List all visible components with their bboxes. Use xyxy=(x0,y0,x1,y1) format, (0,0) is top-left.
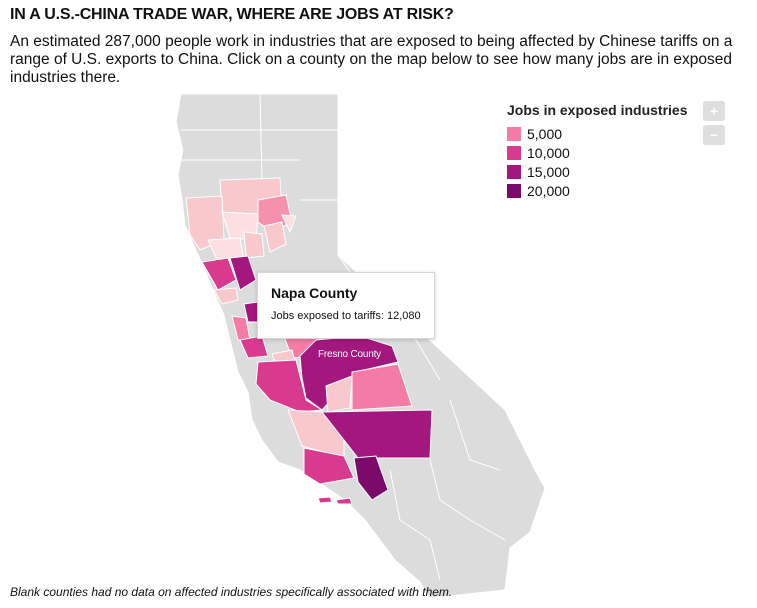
county-santa-barbara[interactable] xyxy=(303,447,355,485)
county-pale-7[interactable] xyxy=(281,214,297,234)
legend: Jobs in exposed industries 5,000 10,000 … xyxy=(507,102,688,200)
legend-label: 5,000 xyxy=(527,125,563,142)
legend-item: 10,000 xyxy=(507,143,688,162)
county-magenta-1[interactable] xyxy=(201,257,237,291)
county-pale-9[interactable] xyxy=(325,375,353,413)
county-kern[interactable] xyxy=(320,409,433,459)
county-pale-10[interactable] xyxy=(287,409,345,459)
county-magenta-2[interactable] xyxy=(239,335,269,359)
legend-label: 20,000 xyxy=(527,182,570,199)
county-islands[interactable] xyxy=(317,496,353,505)
county-ventura[interactable] xyxy=(353,455,389,501)
page-title: IN A U.S.-CHINA TRADE WAR, WHERE ARE JOB… xyxy=(10,6,454,23)
legend-label: 15,000 xyxy=(527,163,570,180)
legend-title: Jobs in exposed industries xyxy=(507,102,688,118)
county-pale-5[interactable] xyxy=(243,231,265,259)
legend-item: 15,000 xyxy=(507,162,688,181)
county-tooltip: Napa County Jobs exposed to tariffs: 12,… xyxy=(257,272,435,339)
legend-item: 20,000 xyxy=(507,181,688,200)
zoom-out-button[interactable]: − xyxy=(703,125,725,145)
county-purple-1[interactable] xyxy=(229,255,257,291)
tooltip-county-name: Napa County xyxy=(271,285,358,301)
legend-swatch xyxy=(507,126,521,141)
county-tulare[interactable] xyxy=(351,363,413,411)
legend-label: 10,000 xyxy=(527,144,570,161)
legend-item: 5,000 xyxy=(507,124,688,143)
page-subtitle: An estimated 287,000 people work in indu… xyxy=(10,33,733,86)
tooltip-jobs-text: Jobs exposed to tariffs: 12,080 xyxy=(271,310,421,322)
zoom-in-button[interactable]: + xyxy=(703,101,725,121)
legend-swatch xyxy=(507,164,521,179)
county-pale-6[interactable] xyxy=(263,221,287,253)
county-pink-1[interactable] xyxy=(213,287,239,305)
legend-swatch xyxy=(507,145,521,160)
fresno-county-label: Fresno County xyxy=(318,349,381,360)
footnote: Blank counties had no data on affected i… xyxy=(10,585,453,599)
legend-swatch xyxy=(507,183,521,198)
